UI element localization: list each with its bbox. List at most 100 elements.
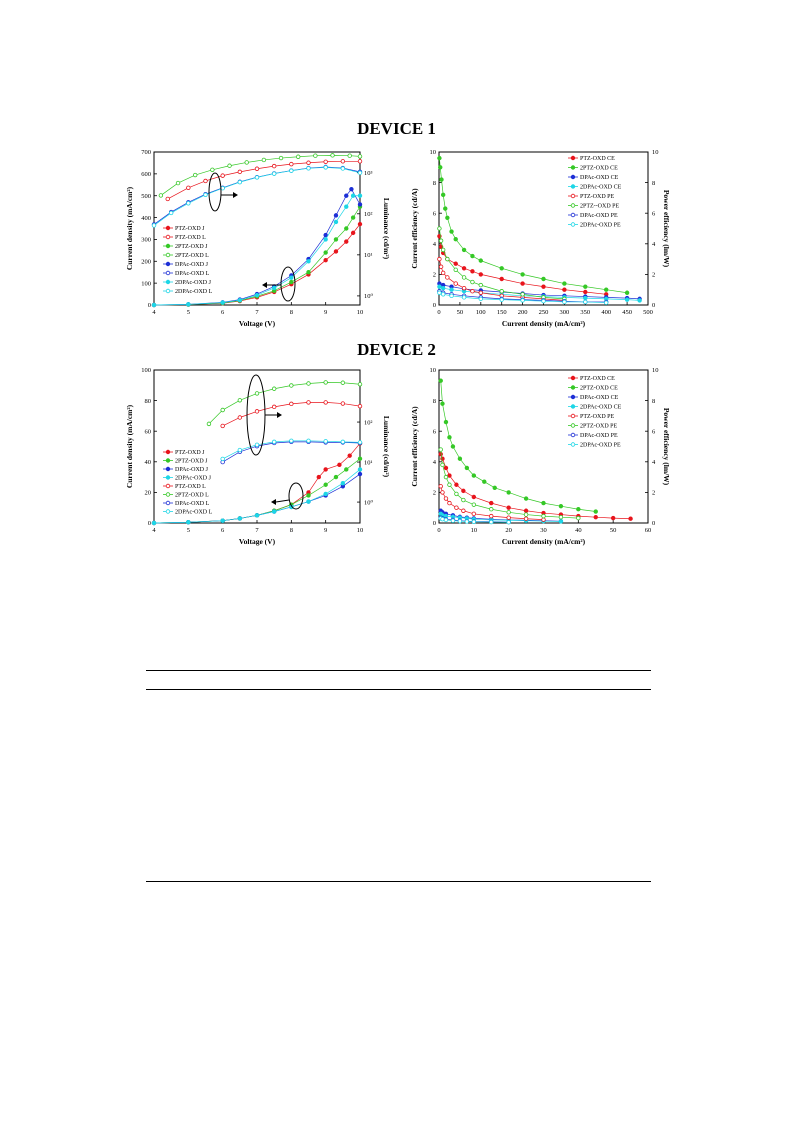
data-point <box>520 272 525 277</box>
data-point <box>489 500 494 506</box>
data-point <box>447 482 452 487</box>
data-point <box>583 289 588 295</box>
data-point <box>295 154 301 159</box>
data-point <box>506 520 511 525</box>
series-2dpac-oxd-l <box>151 165 363 228</box>
data-point <box>461 285 467 291</box>
data-point <box>541 298 546 304</box>
data-point <box>289 383 294 388</box>
y2-tick-label: 4 <box>652 241 656 248</box>
data-point <box>478 282 483 288</box>
data-point <box>254 442 260 448</box>
legend-swatch-marker <box>570 375 576 381</box>
data-point <box>449 287 454 292</box>
data-point <box>453 237 458 242</box>
data-point <box>558 514 564 520</box>
y2-tick-label: 10¹ <box>364 252 373 259</box>
data-point <box>323 467 328 472</box>
legend-entry: 2PTZ-OXD L <box>175 493 209 499</box>
x-tick-label: 10 <box>357 527 364 534</box>
series-line <box>167 160 360 200</box>
series-2dpac-oxd-j <box>151 467 363 526</box>
series-2dpac-oxd-l <box>220 438 363 462</box>
data-point <box>306 160 311 165</box>
data-point <box>186 302 191 307</box>
y2-tick-label: 10³ <box>364 170 373 177</box>
annotation-ellipse <box>208 172 222 212</box>
data-point <box>323 439 328 444</box>
legend-entry: PTZ-OXD J <box>175 226 205 232</box>
legend-entry: 2PTZ-OXD L <box>175 253 209 259</box>
data-point <box>237 179 243 185</box>
y-tick-label: 0 <box>148 302 151 309</box>
data-point <box>289 438 294 444</box>
data-point <box>445 256 450 262</box>
data-point <box>449 229 454 234</box>
data-point <box>323 491 328 497</box>
data-point <box>541 513 546 519</box>
data-point <box>323 400 328 405</box>
y2-tick-label: 10 <box>652 367 659 374</box>
legend-swatch-marker <box>165 483 171 489</box>
legend-swatch-marker <box>165 225 171 231</box>
y2-tick-label: 8 <box>652 398 655 405</box>
y2-tick-label: 4 <box>652 459 656 466</box>
data-point <box>453 267 458 273</box>
series-ptz-oxd-ce <box>438 451 633 521</box>
y-tick-label: 60 <box>145 428 152 435</box>
data-point <box>445 275 450 280</box>
device1-efficiency-chart: 0 50 100 150 200 250 300 350 400 450 5000246810024… <box>410 149 671 328</box>
legend: PTZ-OXD CE 2PTZ-OXD CE DPAc-OXD CE 2DPAc-OX… <box>568 155 622 229</box>
data-point <box>340 481 346 486</box>
data-point <box>220 173 225 178</box>
data-point <box>461 266 467 271</box>
legend-entry: PTZ-OXD CE <box>580 156 615 162</box>
y-tick-label: 700 <box>141 149 151 156</box>
data-point <box>357 170 363 175</box>
legend-swatch-marker <box>165 270 171 276</box>
data-point <box>306 166 311 171</box>
data-point <box>357 202 363 207</box>
legend-swatch-marker <box>165 492 171 497</box>
data-point <box>470 253 475 259</box>
data-point <box>454 482 459 487</box>
legend: PTZ-OXD CE 2PTZ-OXD CE DPAc-OXD CE 2DPAc-OX… <box>568 375 622 449</box>
data-point <box>471 519 477 524</box>
data-point <box>357 471 363 477</box>
legend-swatch-marker <box>165 500 171 506</box>
data-point <box>165 196 170 202</box>
data-point <box>350 215 356 220</box>
data-point <box>478 290 483 295</box>
data-point <box>333 219 339 225</box>
legend-swatch-marker <box>570 174 576 180</box>
device-1-heading: DEVICE 1 <box>357 119 436 138</box>
device-2-heading: DEVICE 2 <box>357 340 436 359</box>
legend-entry: PTZ-OXD CE <box>580 376 615 382</box>
x-tick-label: 7 <box>255 309 259 316</box>
y-tick-label: 0 <box>433 520 436 527</box>
data-point <box>523 508 529 513</box>
data-point <box>227 163 232 168</box>
y-tick-label: 40 <box>145 459 152 466</box>
legend-entry: PTZ-OXD PE <box>580 194 615 200</box>
data-point <box>437 290 442 295</box>
x-tick-label: 300 <box>560 309 570 316</box>
data-point <box>447 473 452 478</box>
series-line <box>440 454 631 520</box>
series-ptz-oxd-l <box>220 400 363 429</box>
data-point <box>349 186 354 192</box>
data-point <box>499 289 504 294</box>
data-point <box>506 505 511 510</box>
data-point <box>443 206 448 211</box>
legend-swatch-marker <box>570 203 576 208</box>
data-point <box>323 250 328 255</box>
series-ptz-oxd-pe <box>438 484 546 522</box>
series-dpac-oxd-l <box>151 164 363 227</box>
x-tick-label: 4 <box>152 309 156 316</box>
legend-swatch-marker <box>165 261 171 267</box>
data-point <box>237 415 243 420</box>
y2-tick-label: 10² <box>364 211 373 218</box>
legend-swatch-marker <box>165 458 171 463</box>
data-point <box>220 518 225 523</box>
